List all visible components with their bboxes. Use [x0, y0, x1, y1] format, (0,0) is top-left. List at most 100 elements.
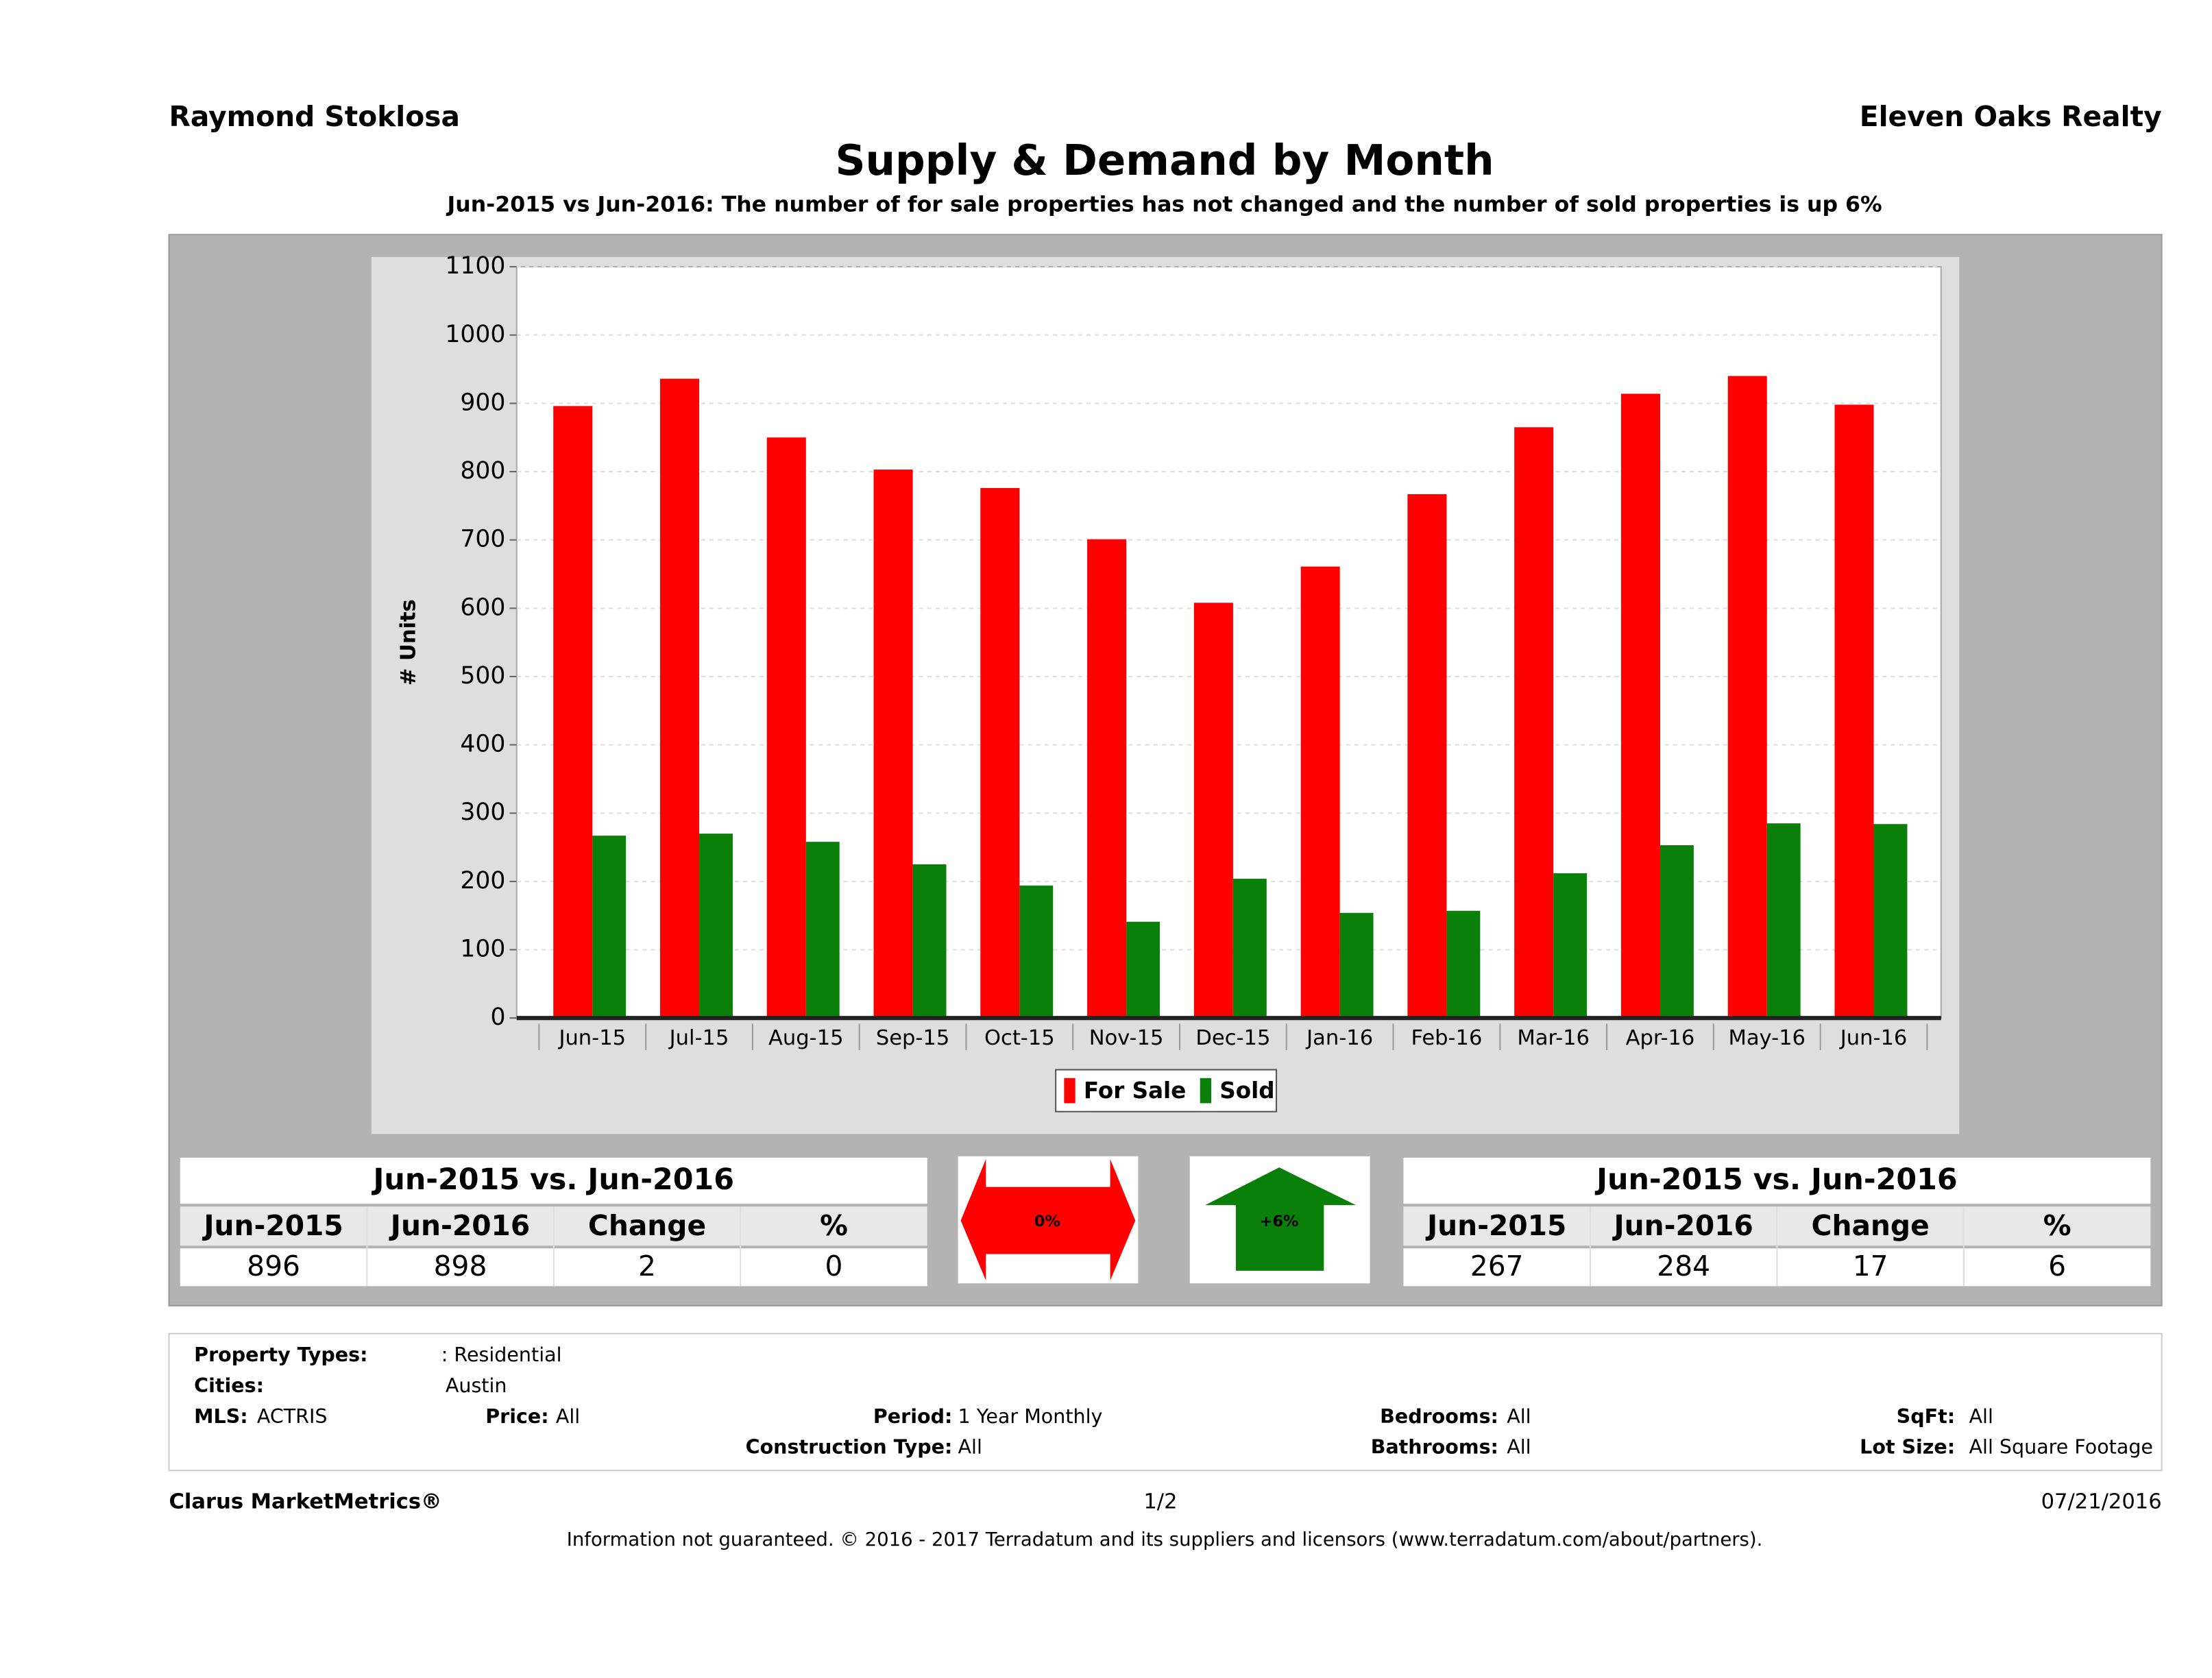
filter-value: ACTRIS [257, 1405, 328, 1428]
chart-title: Supply & Demand by Month [836, 136, 1494, 185]
legend-swatch [1064, 1078, 1075, 1104]
legend-swatch [1200, 1078, 1212, 1104]
footer-brand: Clarus MarketMetrics® [169, 1490, 442, 1514]
filter-value: Austin [446, 1374, 507, 1397]
y-tick-label: 800 [460, 457, 505, 485]
agent: Raymond Stoklosa [169, 100, 461, 133]
bar [659, 378, 700, 1019]
filter-value: 1 Year Monthly [958, 1405, 1103, 1428]
brokerage: Eleven Oaks Realty [1860, 100, 2162, 133]
table-header: Jun-2015 [202, 1209, 343, 1242]
footer-date: 07/21/2016 [2041, 1490, 2162, 1514]
y-tick-label: 1100 [445, 252, 505, 280]
table-header: Change [1812, 1209, 1930, 1242]
table-header: % [820, 1209, 848, 1242]
x-tick-label: May-16 [1728, 1026, 1806, 1050]
table-title: Jun-2015 vs. Jun-2016 [1594, 1163, 1958, 1197]
y-tick-label: 100 [460, 936, 505, 963]
table-cell: 0 [825, 1250, 843, 1282]
table-cell: 6 [2048, 1250, 2066, 1282]
bar [1193, 603, 1233, 1019]
bar [1873, 824, 1908, 1019]
x-tick-label: Jun-16 [1839, 1026, 1908, 1050]
x-tick-label: Dec-15 [1195, 1026, 1270, 1050]
filter-label: SqFt: [1897, 1405, 1955, 1428]
filter-label: Cities: [194, 1374, 264, 1397]
bar [553, 406, 593, 1019]
y-tick-label: 500 [460, 662, 505, 690]
table-title-bg [180, 1157, 927, 1204]
bar [980, 487, 1020, 1019]
bar [699, 834, 733, 1019]
x-tick-label: Jan-16 [1305, 1026, 1373, 1050]
bar [1126, 921, 1160, 1019]
filter-value: All [556, 1405, 580, 1428]
bar [766, 437, 806, 1019]
y-tick-label: 200 [460, 867, 505, 895]
table-cell: 267 [1470, 1250, 1524, 1282]
table-title-bg [1403, 1157, 2151, 1204]
y-tick-label: 400 [460, 731, 505, 758]
filter-value: All [958, 1436, 982, 1459]
bar [1766, 823, 1801, 1019]
bar [1620, 393, 1660, 1019]
table-header: Change [588, 1209, 706, 1242]
table-cell: 898 [434, 1250, 487, 1282]
filter-label: Bedrooms: [1380, 1405, 1498, 1428]
filter-value: All [1969, 1405, 1993, 1428]
filter-label: Bathrooms: [1371, 1436, 1498, 1459]
x-tick-label: Jul-15 [668, 1026, 729, 1050]
badge-arrow-both [960, 1158, 1136, 1281]
bar [1660, 845, 1694, 1019]
badge-label: +6% [1260, 1213, 1299, 1230]
x-tick-label: Nov-15 [1089, 1026, 1164, 1050]
bar [1019, 885, 1054, 1019]
bar [1339, 912, 1374, 1019]
bar [1514, 427, 1554, 1019]
chart-subtitle: Jun-2015 vs Jun-2016: The number of for … [446, 192, 1882, 217]
filter-label: Period: [873, 1405, 952, 1428]
x-tick-label: Aug-15 [768, 1026, 844, 1050]
filter-value: All [1507, 1405, 1531, 1428]
x-tick-label: Mar-16 [1517, 1026, 1590, 1050]
y-tick-label: 700 [460, 526, 505, 553]
x-tick-label: Sep-15 [876, 1026, 949, 1050]
table-header: Jun-2016 [1612, 1209, 1753, 1242]
bar [1087, 539, 1127, 1019]
x-tick-label: Apr-16 [1626, 1026, 1695, 1050]
filter-value: All [1507, 1436, 1531, 1459]
filter-label: Lot Size: [1860, 1436, 1955, 1459]
x-tick-label: Feb-16 [1411, 1026, 1482, 1050]
bar [912, 864, 947, 1019]
bar [1834, 404, 1874, 1019]
table-cell: 2 [638, 1250, 656, 1282]
y-tick-label: 300 [460, 799, 505, 826]
legend-label: For Sale [1084, 1078, 1186, 1104]
y-axis-label: # Units [396, 599, 420, 685]
y-tick-label: 1000 [445, 321, 505, 348]
filter-box [168, 1333, 2163, 1472]
badge-label: 0% [1034, 1213, 1060, 1230]
table-cell: 17 [1853, 1250, 1888, 1282]
bar [1446, 910, 1481, 1019]
bar [1727, 376, 1767, 1019]
bar [873, 470, 913, 1019]
table-header: Jun-2016 [389, 1209, 530, 1242]
x-tick-label: Jun-15 [557, 1026, 626, 1050]
table-header: Jun-2015 [1425, 1209, 1566, 1242]
filter-label: Construction Type: [746, 1436, 953, 1459]
footer-page: 1/2 [1143, 1490, 1177, 1514]
filter-value: : Residential [441, 1343, 562, 1366]
bar [1407, 494, 1447, 1019]
table-cell: 896 [247, 1250, 300, 1282]
legend-label: Sold [1219, 1078, 1274, 1104]
footer-disclaimer: Information not guaranteed. © 2016 - 201… [567, 1529, 1763, 1551]
bar [1232, 878, 1267, 1019]
filter-label: Property Types: [194, 1343, 367, 1366]
table-header: % [2043, 1209, 2071, 1242]
y-tick-label: 900 [460, 389, 505, 416]
filter-label: Price: [485, 1405, 548, 1428]
x-tick-label: Oct-15 [984, 1026, 1055, 1050]
